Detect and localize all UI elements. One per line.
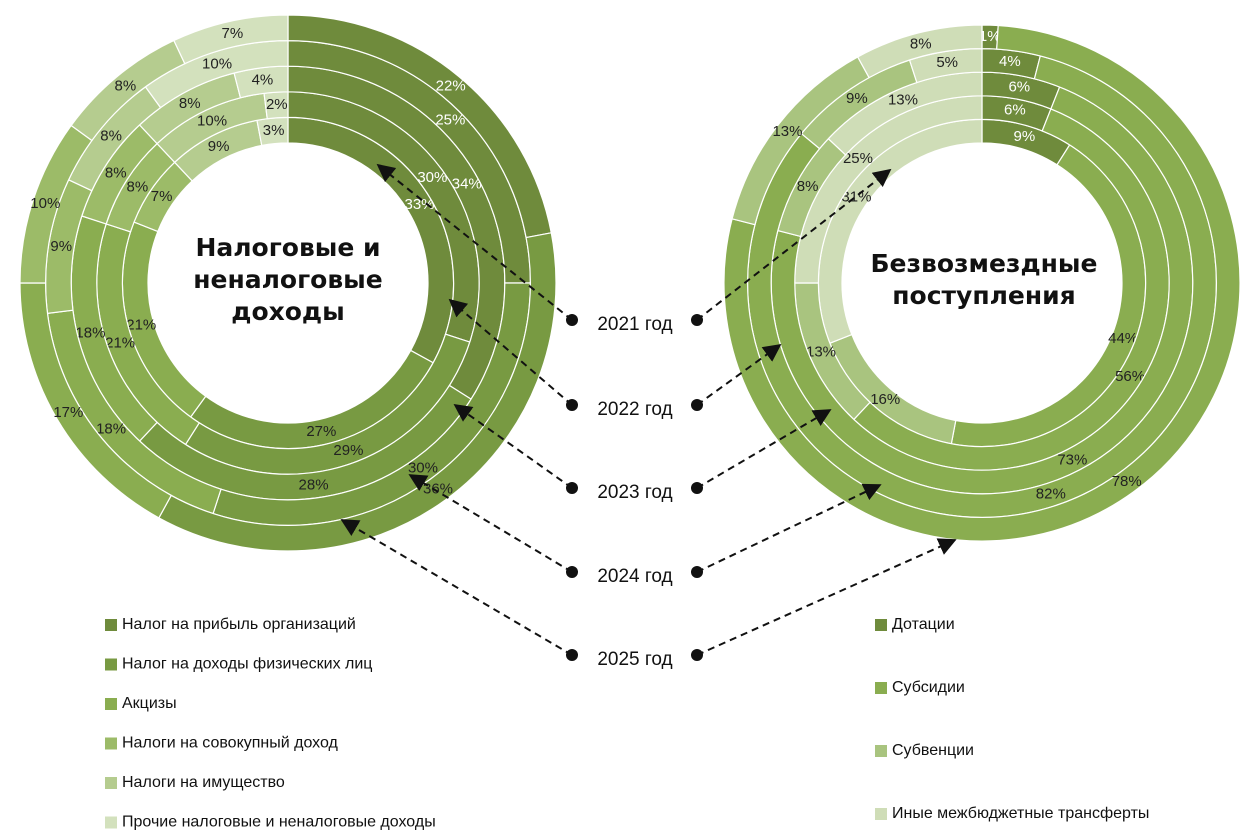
data-label: 25% [435, 112, 465, 129]
legend-swatch [105, 816, 117, 829]
legend-swatch [105, 737, 117, 750]
year-label: 2025 год [597, 649, 672, 670]
data-label: 22% [436, 77, 466, 94]
data-label: 9% [208, 138, 230, 155]
arrow [448, 298, 573, 406]
legend-swatch [875, 619, 887, 631]
data-label: 9% [846, 90, 868, 107]
data-label: 8% [105, 165, 127, 182]
data-label: 4% [252, 72, 274, 89]
legend-swatch [105, 777, 117, 789]
legend-swatch [105, 658, 117, 671]
data-label: 44% [1108, 330, 1138, 347]
legend-label: Налоги на совокупный доход [122, 735, 339, 752]
legend-label: Субсидии [892, 679, 965, 696]
year-label: 2022 год [597, 399, 672, 420]
legend-swatch [875, 745, 887, 757]
data-label: 10% [197, 113, 227, 130]
data-label: 13% [888, 91, 918, 108]
legend-label: Налог на доходы физических лиц [122, 656, 372, 673]
data-label: 56% [1115, 368, 1145, 385]
data-label: 16% [870, 391, 900, 408]
arrow [696, 409, 832, 489]
data-label: 25% [843, 150, 873, 167]
data-label: 30% [417, 169, 447, 186]
year-label: 2021 год [597, 314, 672, 335]
arrow [696, 538, 957, 656]
data-label: 30% [408, 460, 438, 477]
ring-segment [173, 14, 289, 65]
data-label: 1% [979, 28, 1001, 45]
arrow [340, 519, 573, 656]
legend-label: Акцизы [122, 695, 177, 712]
data-label: 28% [299, 476, 329, 493]
data-label: 4% [999, 53, 1021, 70]
data-label: 8% [100, 128, 122, 145]
legend-label: Субвенции [892, 742, 974, 759]
data-label: 73% [1057, 451, 1087, 468]
arrow [376, 163, 573, 321]
ring-segment [856, 24, 983, 79]
data-label: 13% [806, 344, 836, 361]
ring-segment [723, 24, 1241, 542]
legend-label: Налоги на имущество [122, 774, 285, 791]
data-label: 33% [405, 196, 435, 213]
data-label: 8% [179, 95, 201, 112]
year-label: 2024 год [597, 566, 672, 587]
data-label: 3% [263, 122, 285, 139]
data-label: 7% [151, 188, 173, 205]
data-label: 9% [1014, 128, 1036, 145]
data-label: 21% [105, 334, 135, 351]
data-label: 78% [1112, 473, 1142, 490]
legend-swatch [875, 808, 887, 820]
legend-label: Налог на прибыль организаций [122, 616, 356, 633]
data-label: 29% [333, 442, 363, 459]
data-label: 18% [96, 420, 126, 437]
legend-swatch [105, 619, 117, 631]
data-label: 8% [127, 178, 149, 195]
data-label: 7% [221, 25, 243, 42]
arrow [408, 474, 573, 573]
data-label: 21% [126, 317, 156, 334]
data-label: 27% [306, 423, 336, 440]
legend-swatch [105, 698, 117, 710]
data-label: 8% [114, 77, 136, 94]
legend-label: Иные межбюджетные трансферты [892, 805, 1149, 822]
data-label: 34% [452, 176, 482, 193]
data-label: 6% [1008, 78, 1030, 95]
data-label: 9% [50, 238, 72, 255]
chart-title: Налоговые и неналоговые доходы [193, 233, 383, 326]
arrow [696, 168, 892, 321]
data-label: 17% [53, 404, 83, 421]
data-label: 2% [266, 96, 288, 113]
year-label: 2023 год [597, 482, 672, 503]
legend-swatch [875, 682, 887, 694]
data-label: 10% [30, 195, 60, 212]
data-label: 6% [1004, 102, 1026, 119]
data-label: 5% [936, 54, 958, 71]
legend-label: Прочие налоговые и неналоговые доходы [122, 814, 436, 831]
legend-label: Дотации [892, 616, 955, 633]
chart-title: Безвозмездные поступления [870, 249, 1098, 310]
data-label: 8% [797, 178, 819, 195]
data-label: 8% [910, 36, 932, 53]
data-label: 10% [202, 56, 232, 73]
data-label: 13% [772, 123, 802, 140]
arrow [696, 343, 782, 406]
data-label: 82% [1036, 486, 1066, 503]
data-label: 18% [75, 325, 105, 342]
data-label: 36% [423, 480, 453, 497]
arrow [696, 483, 882, 573]
